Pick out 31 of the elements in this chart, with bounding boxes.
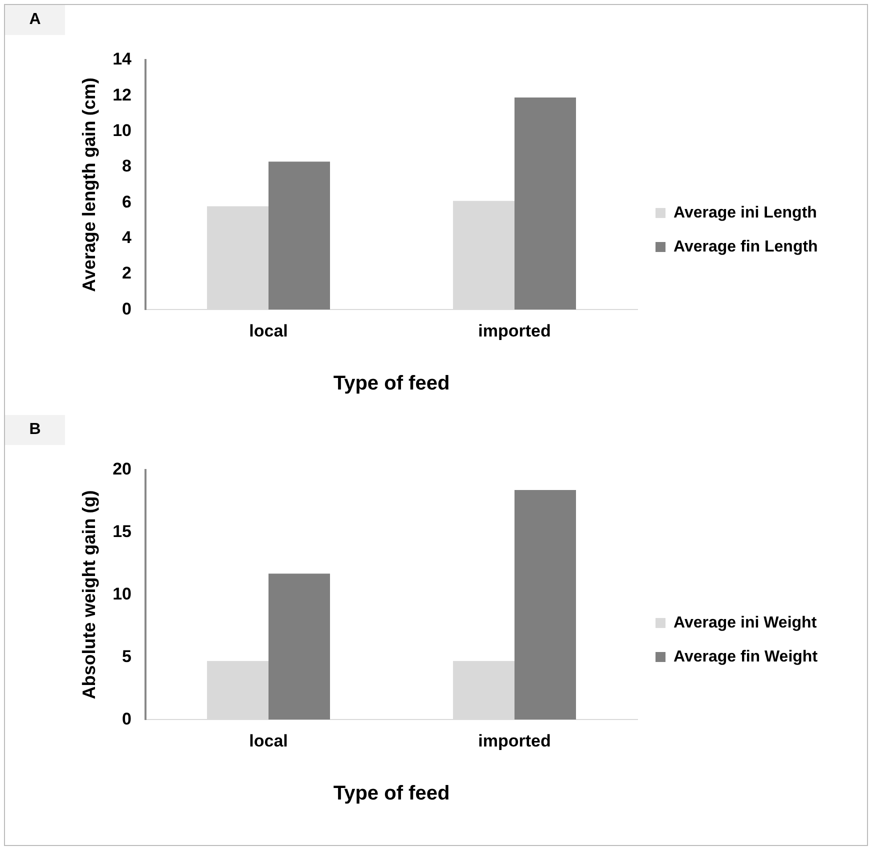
bar (268, 574, 330, 720)
x-axis-title: Type of feed (333, 782, 450, 805)
x-axis-title: Type of feed (333, 372, 450, 395)
y-tick-label: 10 (112, 584, 132, 604)
y-tick-label: 4 (122, 228, 132, 247)
y-tick-label: 0 (122, 709, 132, 728)
x-tick-label: imported (478, 321, 551, 340)
legend-label: Average ini Length (674, 204, 817, 222)
bar (268, 162, 330, 310)
y-tick-label: 20 (112, 460, 132, 479)
y-tick-label: 10 (112, 121, 132, 140)
y-axis-title: Absolute weight gain (g) (78, 490, 99, 700)
legend-label: Average fin Length (674, 238, 818, 256)
y-tick-label: 14 (112, 50, 132, 69)
text: A (5, 5, 65, 35)
x-tick-label: imported (478, 731, 551, 750)
y-axis-title: Average length gain (cm) (78, 78, 99, 292)
legend-label: Average fin Weight (674, 648, 818, 666)
bar (514, 97, 576, 310)
y-tick-label: 15 (112, 522, 132, 542)
x-tick-label: local (249, 321, 288, 340)
text: B (5, 415, 65, 445)
y-tick-label: 8 (122, 156, 132, 176)
x-tick-label: local (249, 731, 288, 750)
y-tick-label: 5 (122, 646, 132, 666)
y-tick-label: 6 (122, 192, 132, 212)
y-tick-label: 0 (122, 299, 132, 318)
legend-label: Average ini Weight (674, 614, 818, 632)
bar (514, 490, 576, 720)
y-tick-label: 12 (112, 85, 132, 104)
y-tick-label: 2 (122, 264, 132, 283)
